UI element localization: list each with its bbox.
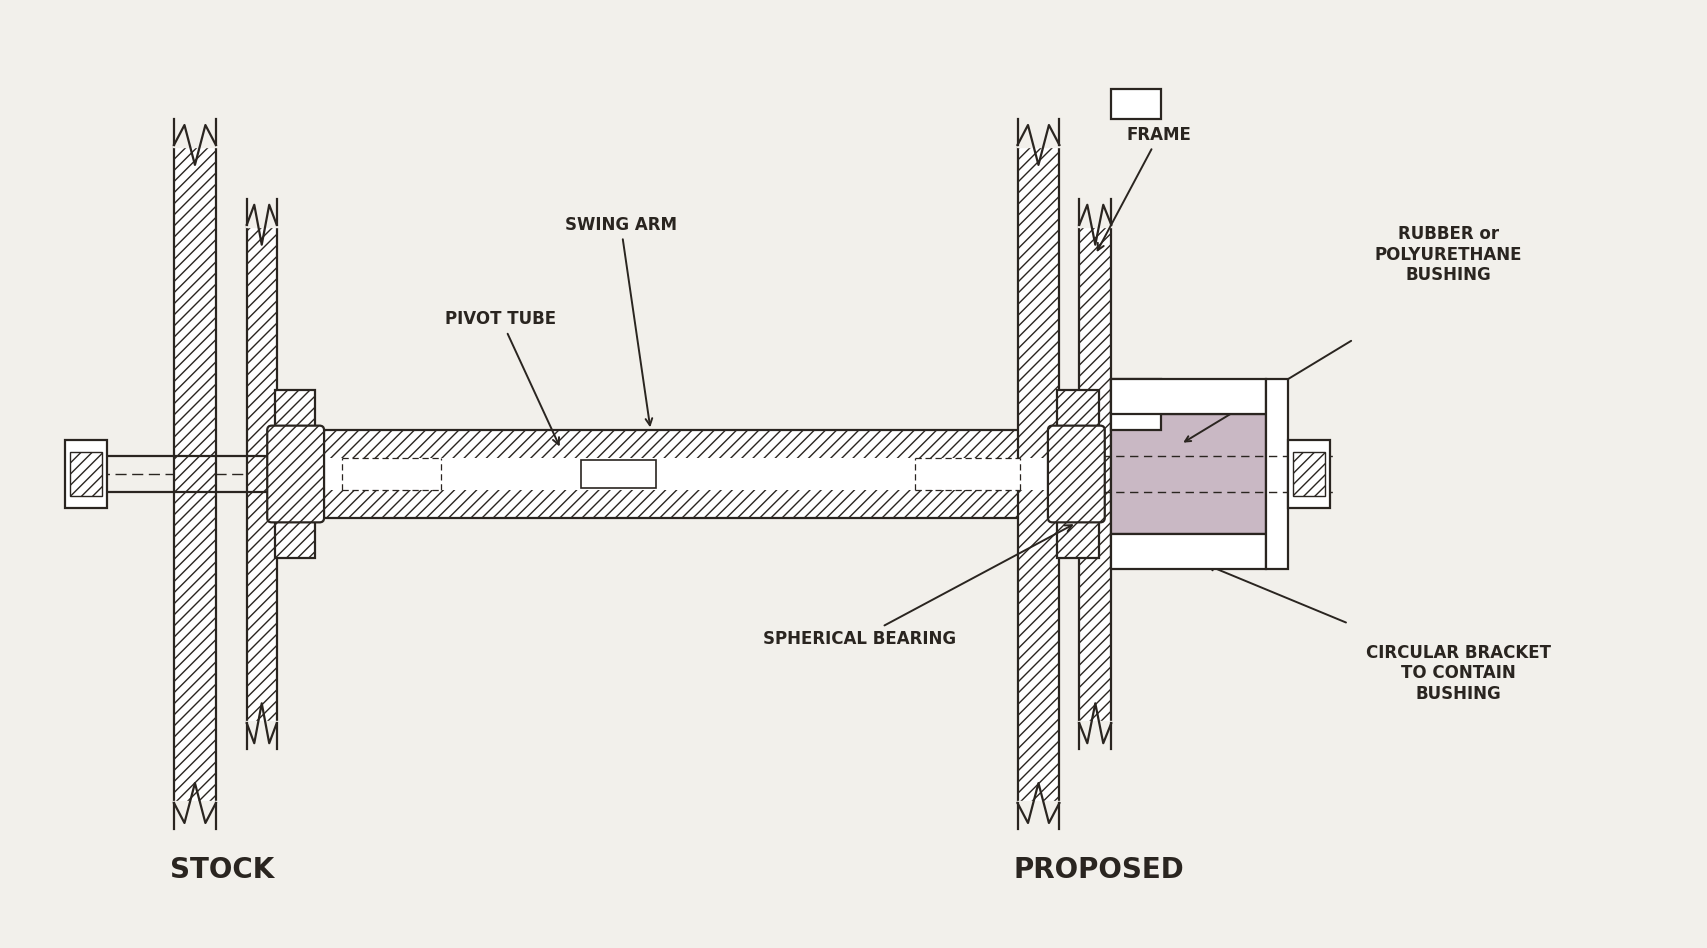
Polygon shape xyxy=(172,117,217,147)
Bar xyxy=(174,145,215,803)
Bar xyxy=(1292,452,1325,496)
Bar xyxy=(1057,391,1099,432)
Polygon shape xyxy=(1077,197,1111,227)
Bar xyxy=(287,458,1074,490)
Bar xyxy=(70,452,102,496)
Bar xyxy=(1265,379,1287,569)
Text: PROPOSED: PROPOSED xyxy=(1014,856,1185,884)
Bar xyxy=(1017,145,1058,803)
Bar xyxy=(1111,534,1265,569)
Bar xyxy=(1111,414,1265,534)
Bar xyxy=(1111,379,1161,430)
Bar xyxy=(275,516,314,557)
Bar xyxy=(1111,379,1265,414)
Text: PIVOT TUBE: PIVOT TUBE xyxy=(446,310,558,445)
FancyBboxPatch shape xyxy=(1048,426,1104,522)
Bar xyxy=(580,460,655,488)
Text: SPHERICAL BEARING: SPHERICAL BEARING xyxy=(763,525,1072,647)
Polygon shape xyxy=(246,197,278,227)
Bar xyxy=(275,391,314,432)
Polygon shape xyxy=(1016,801,1060,831)
Text: FRAME: FRAME xyxy=(1098,126,1191,250)
Polygon shape xyxy=(1016,117,1060,147)
Text: CIRCULAR BRACKET
TO CONTAIN
BUSHING: CIRCULAR BRACKET TO CONTAIN BUSHING xyxy=(1366,644,1550,703)
Polygon shape xyxy=(172,801,217,831)
Bar xyxy=(1111,89,1161,119)
Bar xyxy=(1287,440,1328,508)
Text: SWING ARM: SWING ARM xyxy=(565,216,676,426)
Bar xyxy=(246,225,277,723)
Bar xyxy=(1057,516,1099,557)
Bar xyxy=(65,440,108,508)
FancyBboxPatch shape xyxy=(266,426,324,522)
Polygon shape xyxy=(1077,721,1111,751)
Bar xyxy=(1079,225,1111,723)
Bar xyxy=(287,430,1074,518)
Text: RUBBER or
POLYURETHANE
BUSHING: RUBBER or POLYURETHANE BUSHING xyxy=(1374,225,1521,284)
Polygon shape xyxy=(246,721,278,751)
Text: STOCK: STOCK xyxy=(169,856,273,884)
